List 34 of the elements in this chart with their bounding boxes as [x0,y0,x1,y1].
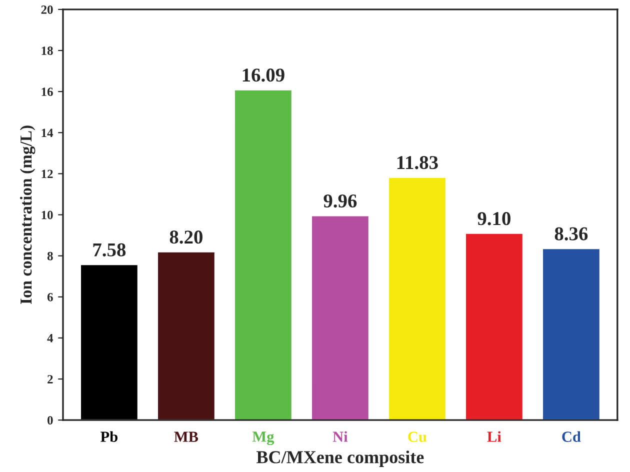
y-tick-label: 12 [42,170,53,178]
bar [542,248,601,420]
data-label: 8.36 [554,227,588,240]
x-tick-label: Cd [562,431,581,442]
x-tick-label: Pb [100,431,118,442]
y-tick-label: 8 [47,252,53,260]
bar [310,214,370,420]
data-label: 7.58 [93,243,126,256]
data-label: 8.20 [170,230,202,244]
y-tick-label: 0 [48,416,53,425]
bar [80,264,139,420]
x-tick-label: Ni [332,431,348,442]
bar [464,232,524,420]
y-tick-label: 16 [42,88,53,96]
y-tick-label: 18 [42,46,53,55]
x-tick-label: Cu [408,432,427,442]
y-tick-label: 4 [47,334,54,342]
y-tick-label: 20 [41,5,53,14]
data-label: 9.96 [324,194,357,208]
y-tick-label: 10 [42,210,53,220]
data-label: 16.09 [242,68,284,82]
bar [388,176,447,420]
y-tick-label: 2 [48,375,53,384]
bar [156,251,216,420]
y-tick-label: 14 [42,128,54,137]
y-tick-label: 6 [47,292,53,302]
data-label: 9.10 [478,212,510,226]
bar [234,89,293,420]
y-axis-title: Ion concentration (mg/L) [20,126,36,304]
x-tick-label: MB [174,432,198,442]
x-axis-title: BC/MXene composite [256,450,424,467]
x-tick-label: Mg [252,432,274,446]
data-label: 11.83 [397,156,438,170]
x-tick-label: Li [487,431,502,442]
